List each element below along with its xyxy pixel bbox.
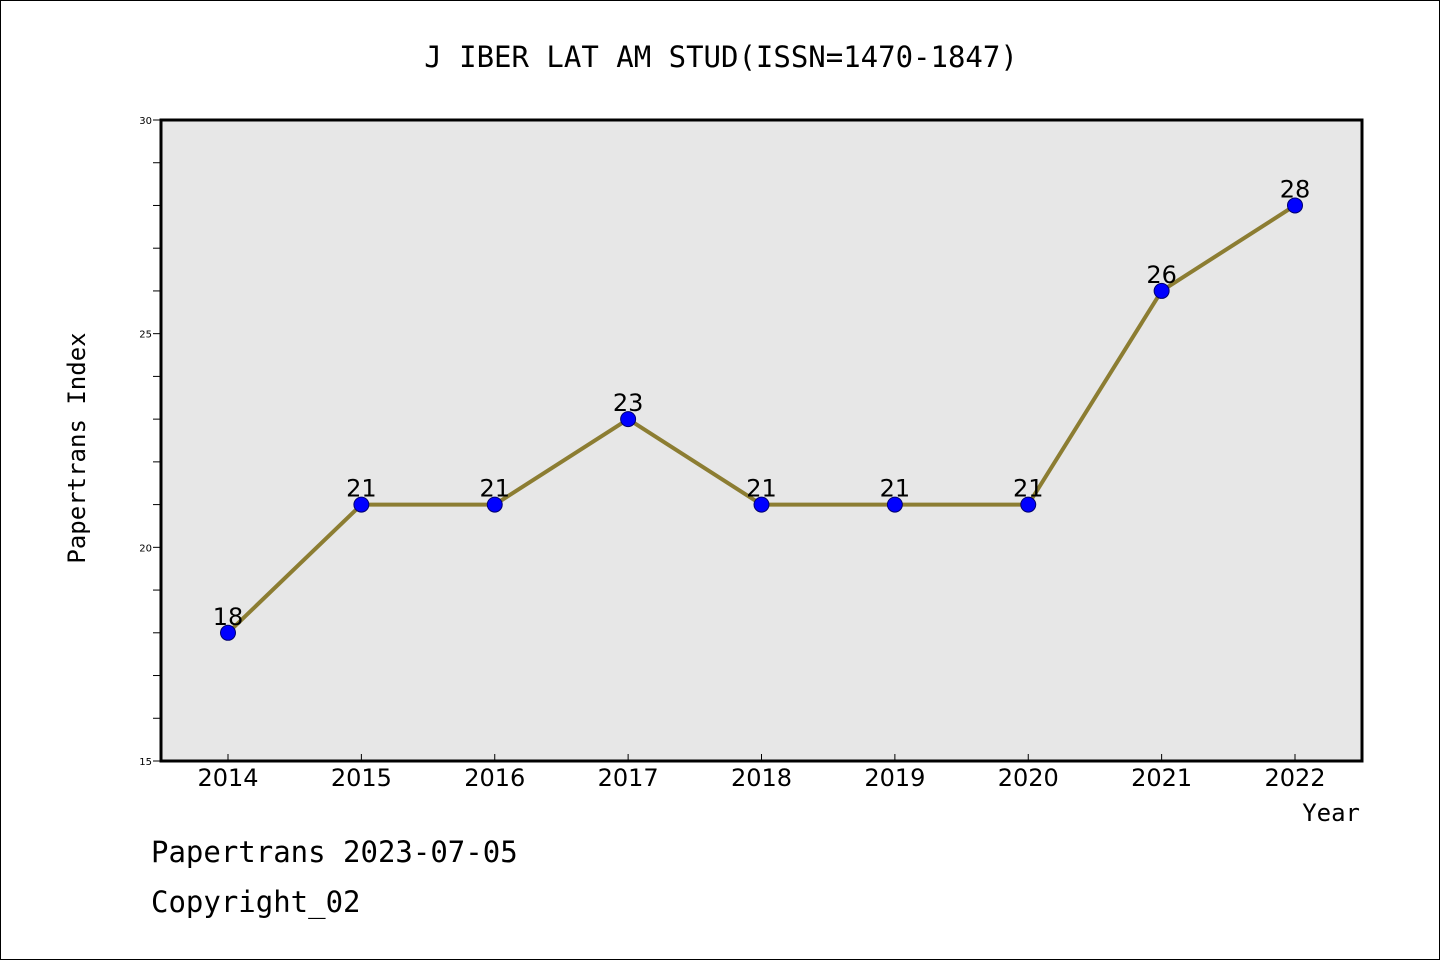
footer-copyright: Copyright_02: [151, 885, 361, 919]
x-tick-label: 2020: [998, 764, 1059, 792]
chart-title: J IBER LAT AM STUD(ISSN=1470-1847): [424, 40, 1018, 74]
data-point: [1020, 496, 1037, 513]
data-label: 21: [880, 475, 911, 503]
data-point: [886, 496, 903, 513]
data-label: 21: [346, 475, 377, 503]
data-label: 18: [213, 603, 244, 631]
data-point: [353, 496, 370, 513]
data-point: [220, 624, 236, 641]
x-tick-label: 2016: [464, 764, 525, 792]
data-point: [620, 411, 637, 428]
plot-area: [159, 118, 1364, 763]
x-tick-label: 2019: [864, 764, 925, 792]
data-label: 21: [1013, 475, 1044, 503]
y-tick-label: 20: [139, 543, 152, 554]
x-tick-label: 2021: [1131, 764, 1192, 792]
data-point: [753, 496, 770, 513]
y-tick-label: 30: [139, 116, 152, 127]
footer-date: Papertrans 2023-07-05: [151, 835, 518, 869]
x-tick-label: 2014: [197, 764, 258, 792]
x-tick-label: 2022: [1264, 764, 1325, 792]
y-axis: 15 20 25 30: [139, 116, 161, 768]
y-tick-label: 15: [139, 757, 152, 768]
x-tick-label: 2015: [331, 764, 392, 792]
x-tick-label: 2018: [731, 764, 792, 792]
x-axis-label: Year: [1302, 799, 1360, 827]
x-axis: 2014 2015 2016 2017 2018 2019 2020 2021 2022: [197, 754, 1326, 792]
data-point: [486, 496, 503, 513]
data-labels: 18 21 21 23 21 21 21 26 28: [213, 175, 1311, 630]
data-label: 21: [746, 475, 777, 503]
data-label: 21: [479, 475, 510, 503]
data-label: 23: [613, 389, 644, 417]
data-label: 26: [1146, 261, 1177, 289]
data-point: [1153, 282, 1170, 299]
x-tick-label: 2017: [598, 764, 659, 792]
data-point: [1287, 197, 1303, 214]
data-points: [220, 197, 1303, 641]
data-label: 28: [1280, 175, 1311, 203]
y-axis-label: Papertrans Index: [63, 332, 91, 563]
y-tick-label: 25: [139, 330, 152, 341]
